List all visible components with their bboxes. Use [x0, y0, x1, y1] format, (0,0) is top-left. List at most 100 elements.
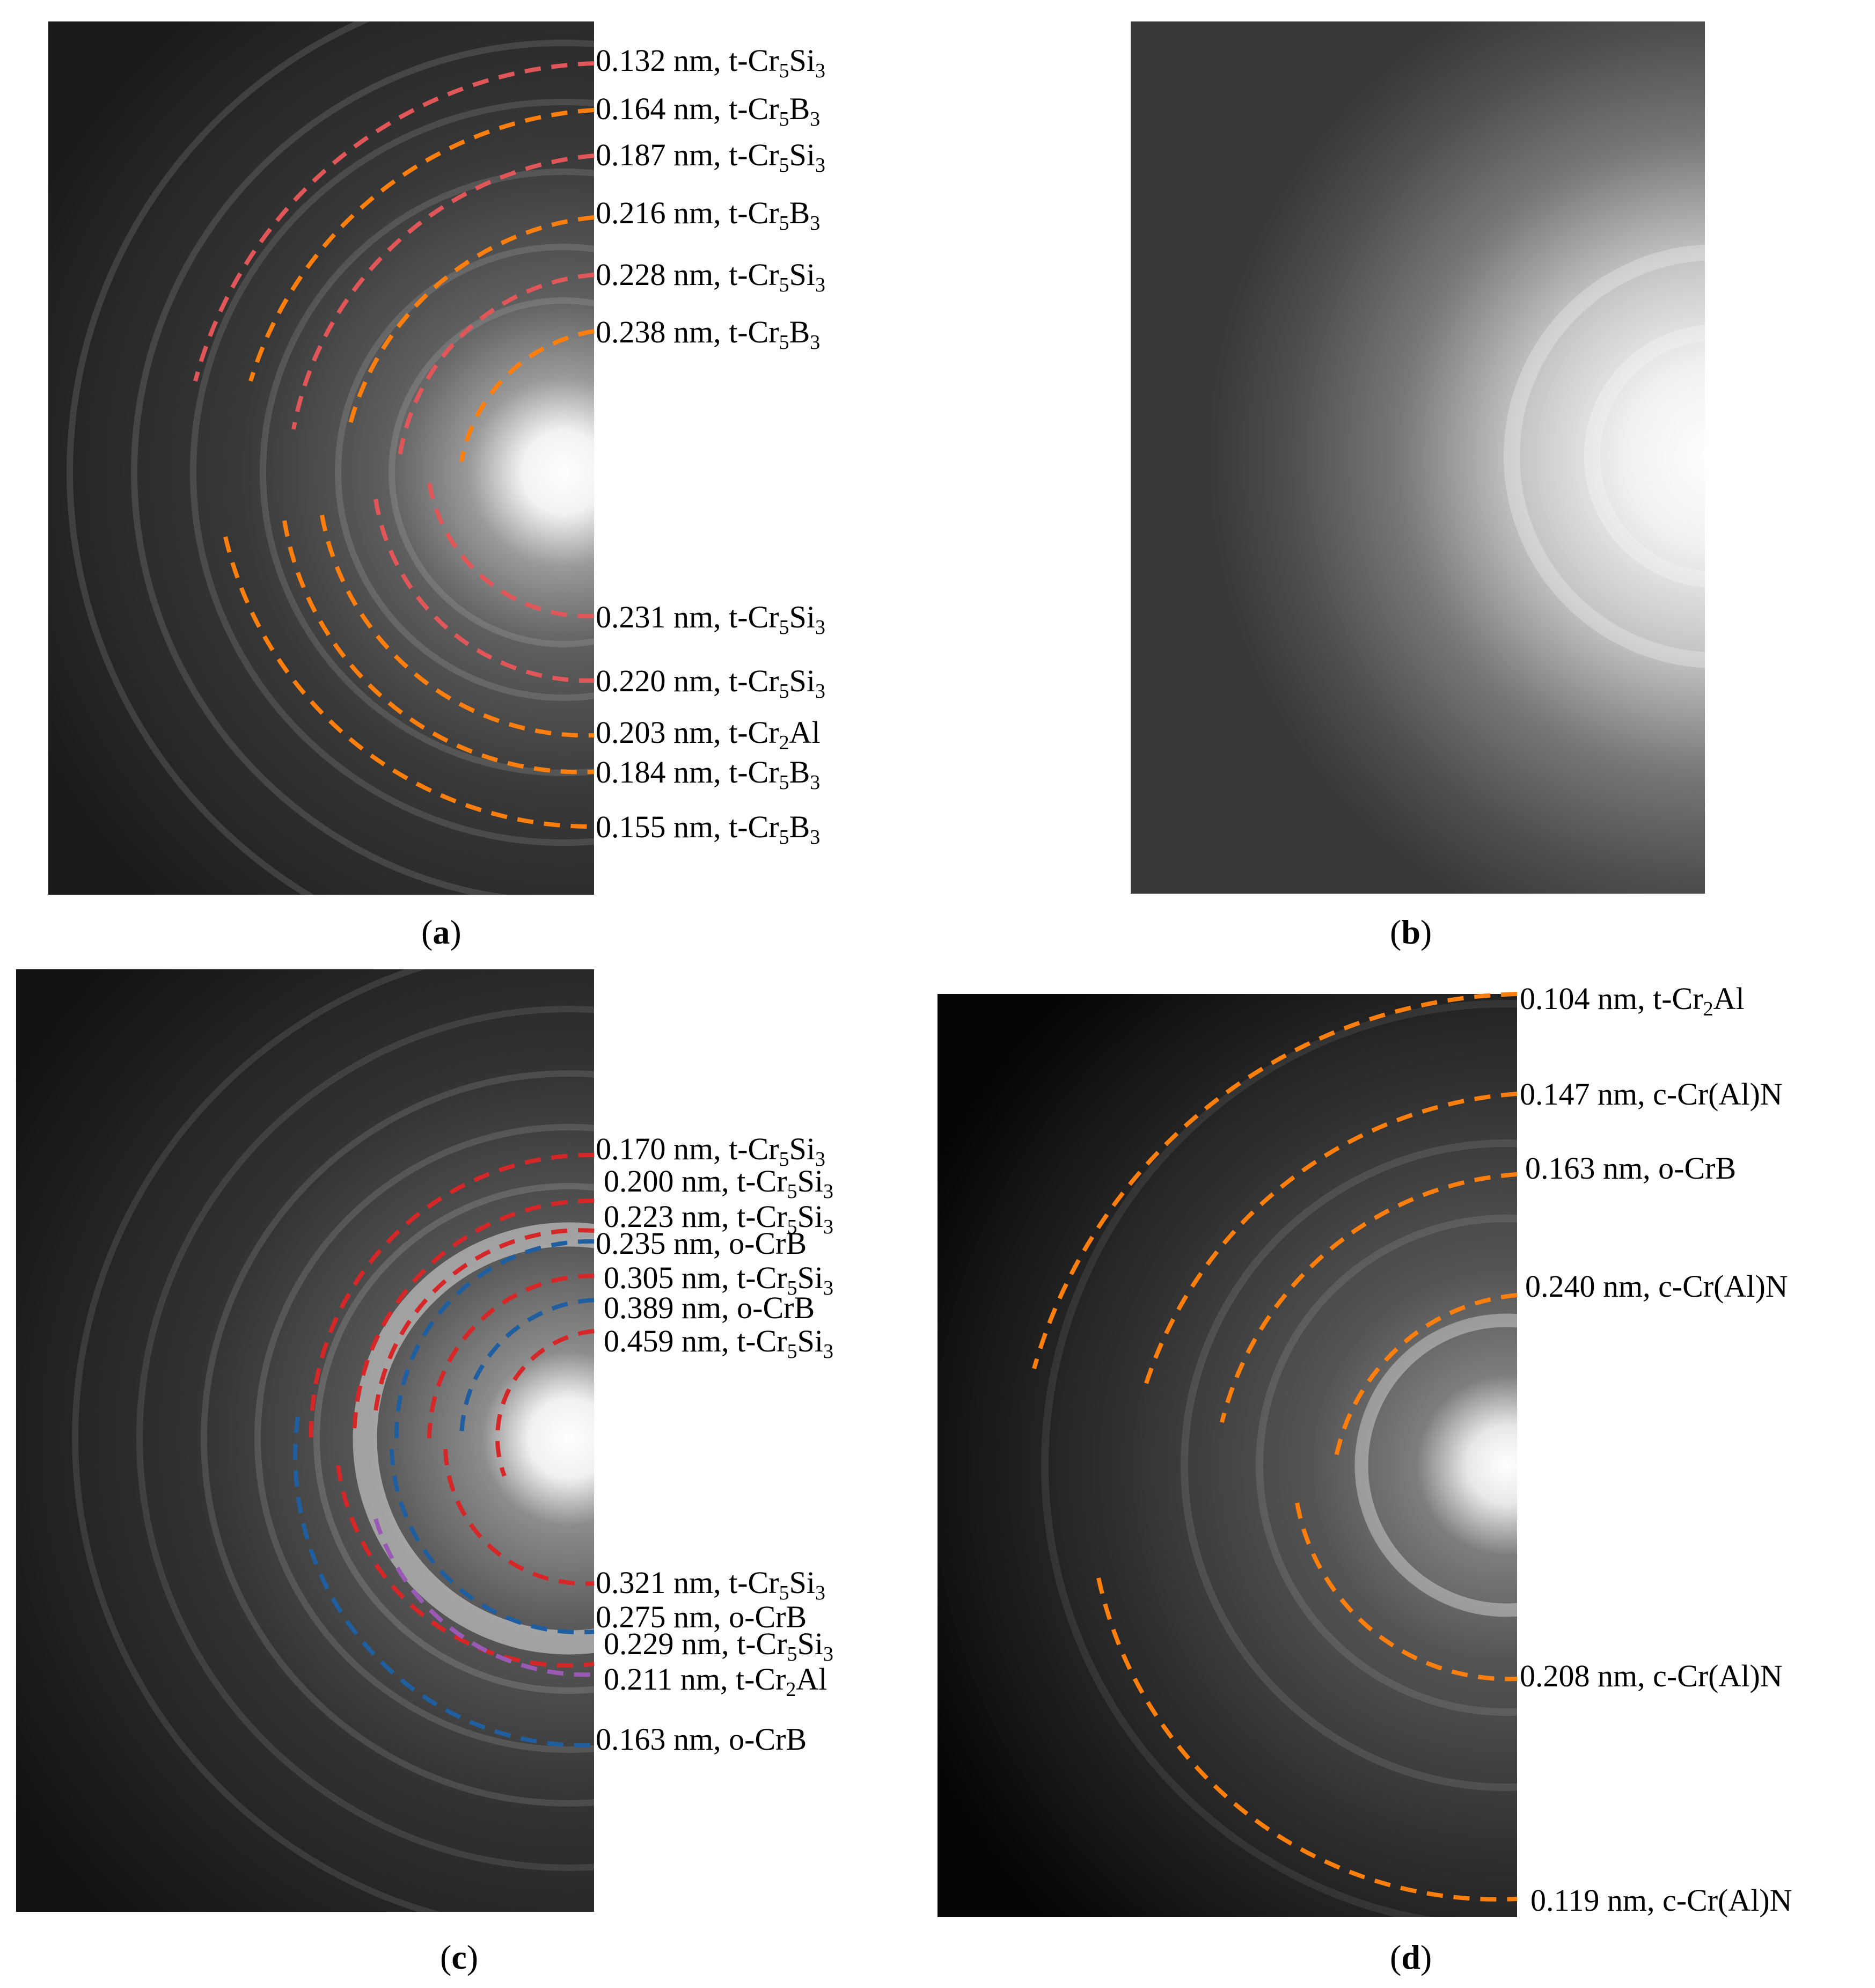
d-spacing: 0.104 nm	[1520, 981, 1638, 1016]
ring-label: 0.228 nm, t-Cr5Si3	[596, 257, 825, 296]
phase-name: t-Cr5Si3	[737, 1260, 833, 1299]
phase-name: c-Cr(Al)N	[1658, 1269, 1788, 1304]
ring-marker	[282, 520, 595, 774]
ring-label: 0.203 nm, t-Cr2Al	[596, 715, 821, 754]
ring-label: 0.170 nm, t-Cr5Si3	[596, 1131, 825, 1171]
ring-markers-d	[1032, 992, 1518, 1902]
panel-d: 0.104 nm, t-Cr2Al 0.147 nm, c-Cr(Al)N 0.16…	[938, 966, 1875, 1988]
d-spacing: 0.228 nm	[596, 257, 714, 292]
d-spacing: 0.235 nm	[596, 1226, 714, 1261]
ring-marker	[347, 215, 595, 430]
ring-marker	[293, 1416, 595, 1748]
phase-name: t-Cr5Si3	[729, 43, 825, 82]
ring-label: 0.389 nm, o-CrB	[604, 1290, 815, 1325]
ring-marker	[1142, 1092, 1518, 1391]
diffraction-pattern-b	[1131, 21, 1705, 894]
pattern-background	[938, 994, 1517, 1917]
d-spacing: 0.208 nm	[1520, 1658, 1638, 1693]
ring-marker	[459, 1298, 595, 1439]
phase-name: t-Cr5B3	[729, 755, 821, 794]
ring-marker	[309, 1152, 595, 1439]
pattern-background	[16, 969, 594, 1912]
d-spacing: 0.275 nm	[596, 1599, 714, 1634]
phase-name: t-Cr5Si3	[737, 1626, 833, 1665]
d-spacing: 0.203 nm	[596, 715, 714, 750]
phase-name: c-Cr(Al)N	[1662, 1883, 1792, 1918]
ring-label: 0.223 nm, t-Cr5Si3	[604, 1199, 833, 1238]
d-spacing: 0.163 nm	[596, 1722, 714, 1757]
ring-marker	[373, 1518, 595, 1677]
ring-marker	[336, 1465, 595, 1668]
panel-caption-a: (a)	[421, 913, 462, 951]
ring-marker	[320, 515, 595, 738]
ring-marker	[352, 1198, 595, 1439]
ring-label: 0.305 nm, t-Cr5Si3	[604, 1260, 833, 1299]
d-spacing: 0.305 nm	[604, 1260, 722, 1295]
ring-label: 0.229 nm, t-Cr5Si3	[604, 1626, 833, 1665]
ring-label: 0.187 nm, t-Cr5Si3	[596, 137, 825, 177]
d-spacing: 0.459 nm	[604, 1324, 722, 1358]
d-spacing: 0.200 nm	[604, 1164, 722, 1198]
ring-label: 0.155 nm, t-Cr5B3	[596, 809, 821, 849]
d-spacing: 0.187 nm	[596, 137, 714, 172]
d-spacing: 0.238 nm	[596, 315, 714, 349]
phase-name: o-CrB	[729, 1722, 807, 1757]
ring-label: 0.163 nm, o-CrB	[596, 1722, 807, 1757]
ring-label: 0.240 nm, c-Cr(Al)N	[1525, 1269, 1788, 1304]
ring-label: 0.200 nm, t-Cr5Si3	[604, 1164, 833, 1203]
phase-name: t-Cr5Si3	[729, 1565, 825, 1604]
panel-b: (b)	[938, 0, 1875, 994]
phase-name: t-Cr2Al	[735, 1662, 827, 1701]
phase-name: t-Cr5Si3	[729, 663, 825, 703]
ring-marker	[495, 1329, 595, 1477]
ring-label: 0.163 nm, o-CrB	[1525, 1151, 1737, 1186]
phase-name: t-Cr5B3	[729, 91, 821, 130]
d-spacing: 0.155 nm	[596, 809, 714, 844]
d-spacing: 0.119 nm	[1530, 1883, 1647, 1918]
ring-label: 0.208 nm, c-Cr(Al)N	[1520, 1658, 1783, 1693]
phase-name: c-Cr(Al)N	[1653, 1658, 1783, 1693]
phase-name: t-Cr5Si3	[737, 1199, 833, 1238]
ring-label: 0.147 nm, c-Cr(Al)N	[1520, 1077, 1783, 1112]
phase-name: t-Cr5B3	[729, 195, 821, 235]
panel-caption-c: (c)	[440, 1938, 479, 1976]
diffraction-pattern-d	[938, 992, 1518, 1917]
phase-name: t-Cr5Si3	[729, 257, 825, 296]
ring-marker	[1332, 1293, 1518, 1466]
panel-caption-d: (d)	[1390, 1938, 1432, 1976]
ring-marker	[248, 108, 595, 382]
ring-marker	[1032, 992, 1518, 1370]
panel-a: 0.132 nm, t-Cr5Si3 0.164 nm, t-Cr5B3 0.187…	[0, 0, 938, 994]
d-spacing: 0.231 nm	[596, 600, 714, 634]
ring-label: 0.275 nm, o-CrB	[596, 1599, 807, 1634]
ring-markers-a	[193, 61, 595, 829]
d-spacing: 0.220 nm	[596, 663, 714, 698]
ring-marker	[427, 1273, 595, 1439]
ring-marker	[398, 273, 595, 457]
phase-name: o-CrB	[729, 1599, 807, 1634]
pattern-background	[1131, 21, 1705, 894]
d-spacing: 0.170 nm	[596, 1131, 714, 1166]
phase-name: o-CrB	[1658, 1151, 1737, 1186]
phase-name: t-Cr5Si3	[737, 1164, 833, 1203]
ring-marker	[1220, 1172, 1518, 1423]
ring-marker	[291, 154, 595, 430]
ring-label: 0.211 nm, t-Cr2Al	[604, 1662, 827, 1701]
phase-name: t-Cr2Al	[1653, 981, 1745, 1020]
phase-name: t-Cr5Si3	[737, 1324, 833, 1363]
phase-name: c-Cr(Al)N	[1653, 1077, 1783, 1112]
ring-marker	[1096, 1577, 1518, 1902]
ring-marker	[223, 536, 595, 829]
ring-label: 0.235 nm, o-CrB	[596, 1226, 807, 1261]
phase-name: t-Cr5Si3	[729, 1131, 825, 1171]
pattern-background	[48, 21, 594, 895]
ring-label: 0.119 nm, c-Cr(Al)N	[1530, 1883, 1792, 1918]
d-spacing: 0.211 nm	[604, 1662, 720, 1697]
ring-label: 0.459 nm, t-Cr5Si3	[604, 1324, 833, 1363]
ring-label: 0.104 nm, t-Cr2Al	[1520, 981, 1745, 1020]
ring-label: 0.164 nm, t-Cr5B3	[596, 91, 821, 130]
ring-label: 0.231 nm, t-Cr5Si3	[596, 600, 825, 639]
phase-name: o-CrB	[737, 1290, 815, 1325]
ring-marker	[443, 1449, 595, 1586]
ring-label: 0.132 nm, t-Cr5Si3	[596, 43, 825, 82]
